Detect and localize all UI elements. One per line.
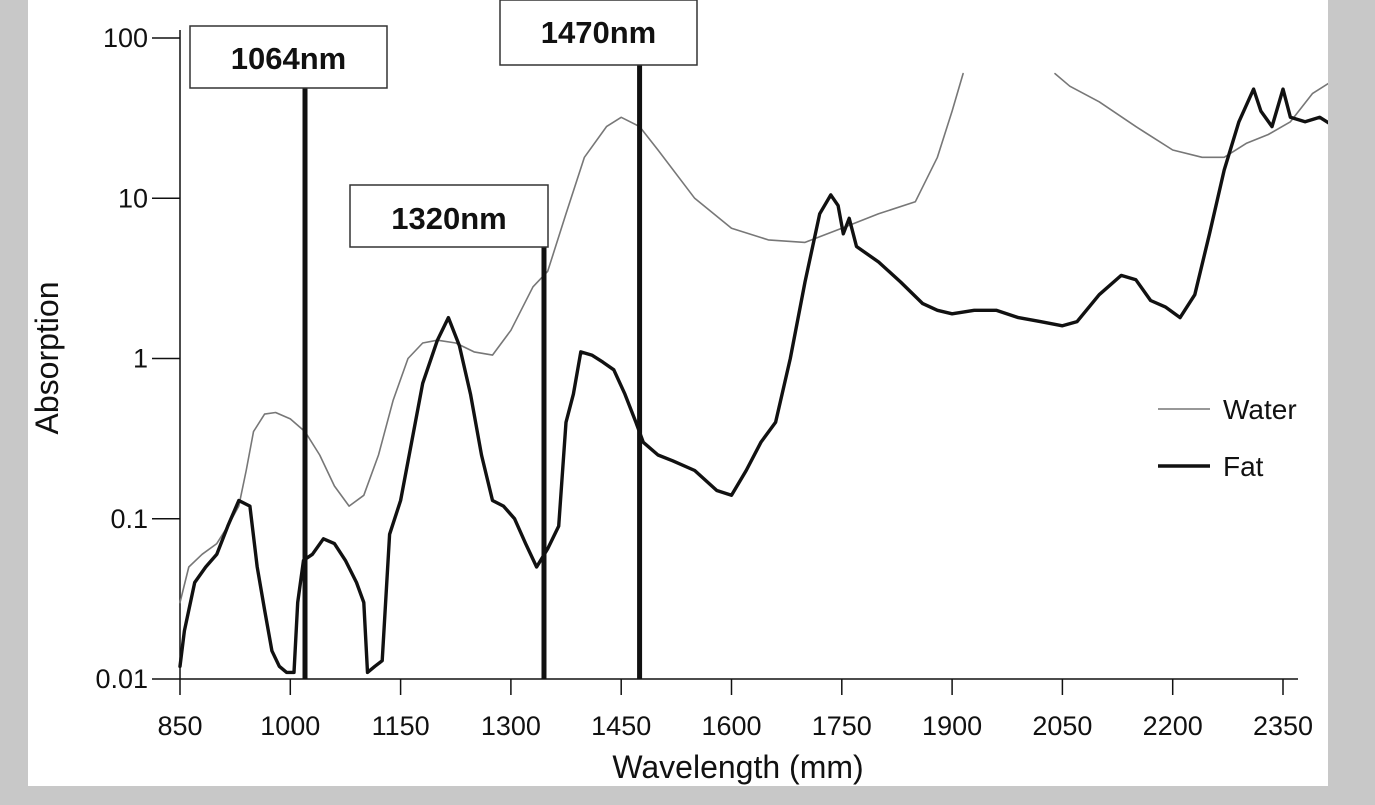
y-ticks: 0.01 0.1 1 10 100 [95,23,180,694]
x-tick-label: 1450 [591,711,651,741]
water-legend-label: Water [1223,394,1297,425]
wavelength-label: 1320nm [391,201,506,236]
x-tick-label: 1300 [481,711,541,741]
series-layer [178,72,1328,675]
x-tick-label: 1000 [260,711,320,741]
x-tick-label: 1600 [701,711,761,741]
x-ticks: 850 1000 1150 1300 1450 1600 1750 1900 2050 2200 2… [157,679,1313,741]
water-series-line [1054,72,1328,159]
axes: 0.01 0.1 1 10 100 850 1000 1150 1300 1450 1600 175… [95,23,1313,741]
x-tick-label: 1750 [812,711,872,741]
x-tick-label: 850 [157,711,202,741]
legend: Water Fat [1158,394,1297,482]
wavelength-label-box [349,184,549,248]
fat-series-line [178,87,1328,675]
wavelength-label-box [499,0,698,66]
x-tick-label: 1150 [372,711,430,741]
wavelength-label: 1470nm [541,15,656,50]
fat-legend-label: Fat [1223,451,1264,482]
x-tick-label: 2350 [1253,711,1313,741]
y-tick-label: 10 [118,183,148,213]
y-tick-label: 0.1 [110,504,148,534]
x-axis-title: Wavelength (mm) [612,749,863,785]
y-tick-label: 1 [133,344,148,374]
x-tick-label: 1900 [922,711,982,741]
x-tick-label: 2050 [1032,711,1092,741]
wavelength-label: 1064nm [231,41,346,76]
y-tick-label: 0.01 [95,664,148,694]
water-series-line [179,72,964,604]
annotation-layer: 1064nm 1320nm 1470nm [189,0,698,679]
wavelength-label-box [189,25,388,89]
chart-panel: 0.01 0.1 1 10 100 850 1000 1150 1300 1450 1600 175… [28,0,1328,786]
x-tick-label: 2200 [1143,711,1203,741]
y-tick-label: 100 [103,23,148,53]
absorption-chart: 0.01 0.1 1 10 100 850 1000 1150 1300 1450 1600 175… [29,0,1328,785]
y-axis-title: Absorption [29,282,65,435]
